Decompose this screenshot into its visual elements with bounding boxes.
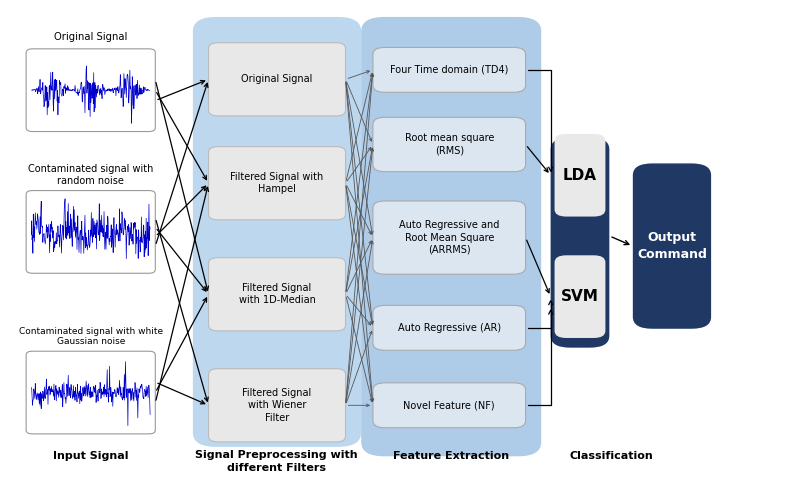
FancyBboxPatch shape xyxy=(209,147,346,220)
Text: Novel Feature (NF): Novel Feature (NF) xyxy=(403,400,495,410)
FancyBboxPatch shape xyxy=(373,117,526,172)
Text: Filtered Signal with
Hampel: Filtered Signal with Hampel xyxy=(230,172,324,195)
FancyBboxPatch shape xyxy=(373,305,526,350)
FancyBboxPatch shape xyxy=(209,43,346,116)
FancyBboxPatch shape xyxy=(193,17,361,447)
Text: LDA: LDA xyxy=(563,168,597,183)
Text: Contaminated signal with white
Gaussian noise: Contaminated signal with white Gaussian … xyxy=(18,327,162,347)
Text: Feature Extraction: Feature Extraction xyxy=(393,451,510,461)
FancyBboxPatch shape xyxy=(554,134,606,217)
Text: Original Signal: Original Signal xyxy=(54,32,127,42)
FancyBboxPatch shape xyxy=(373,383,526,428)
Text: Input Signal: Input Signal xyxy=(53,451,128,461)
Text: Root mean square
(RMS): Root mean square (RMS) xyxy=(405,133,494,156)
FancyBboxPatch shape xyxy=(373,201,526,274)
Text: Filtered Signal
with Wiener
Filter: Filtered Signal with Wiener Filter xyxy=(242,388,312,423)
Text: Auto Regressive and
Root Mean Square
(ARRMS): Auto Regressive and Root Mean Square (AR… xyxy=(399,220,499,255)
Text: Contaminated signal with
random noise: Contaminated signal with random noise xyxy=(28,164,154,186)
Text: Four Time domain (TD4): Four Time domain (TD4) xyxy=(390,65,509,75)
Text: SVM: SVM xyxy=(561,289,599,304)
Text: Filtered Signal
with 1D-Median: Filtered Signal with 1D-Median xyxy=(238,283,315,305)
FancyBboxPatch shape xyxy=(550,137,610,348)
Text: Classification: Classification xyxy=(569,451,653,461)
Text: Auto Regressive (AR): Auto Regressive (AR) xyxy=(398,323,501,333)
FancyBboxPatch shape xyxy=(633,163,711,329)
FancyBboxPatch shape xyxy=(26,49,155,131)
Text: Output
Command: Output Command xyxy=(637,231,707,261)
FancyBboxPatch shape xyxy=(209,369,346,442)
FancyBboxPatch shape xyxy=(26,191,155,273)
FancyBboxPatch shape xyxy=(373,47,526,92)
FancyBboxPatch shape xyxy=(209,258,346,331)
Text: Original Signal: Original Signal xyxy=(242,74,313,84)
Text: Signal Preprocessing with
different Filters: Signal Preprocessing with different Filt… xyxy=(195,450,358,473)
FancyBboxPatch shape xyxy=(361,17,542,456)
FancyBboxPatch shape xyxy=(554,255,606,338)
FancyBboxPatch shape xyxy=(26,351,155,434)
